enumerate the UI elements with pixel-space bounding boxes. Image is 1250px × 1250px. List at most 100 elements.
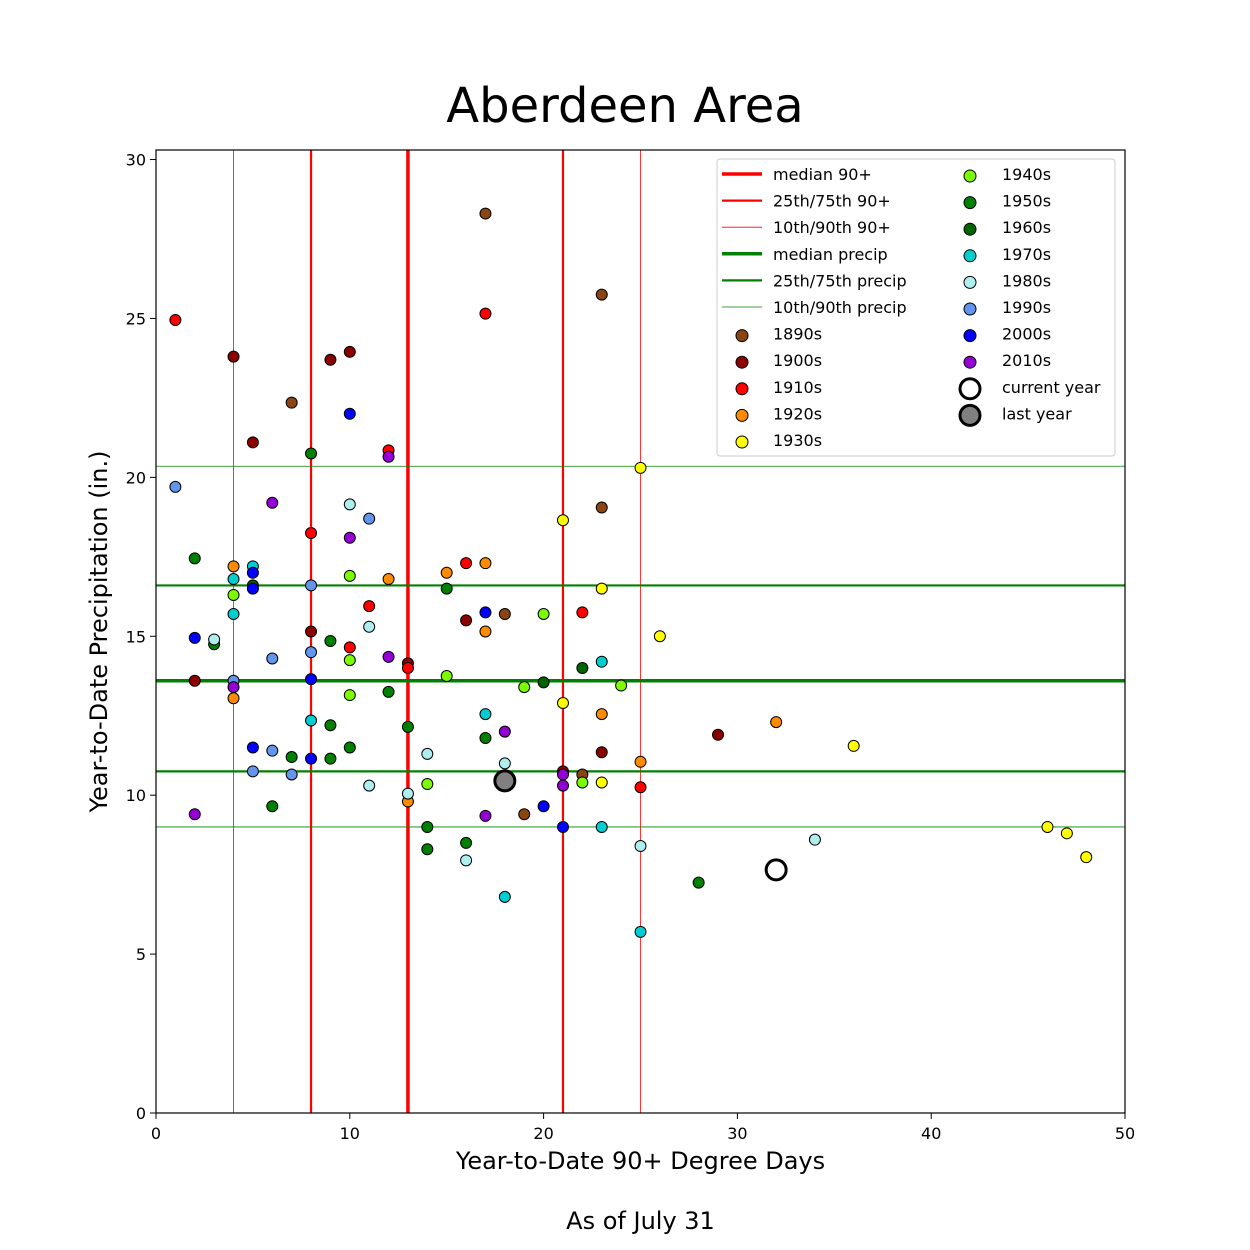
point-1970s: [595, 820, 608, 833]
point-2010s: [556, 779, 569, 792]
point-1990s: [246, 765, 259, 778]
legend-marker-1940s: [963, 169, 977, 183]
legend-label: 2010s: [1002, 351, 1051, 370]
point-1950s: [343, 741, 356, 754]
point-2010s: [498, 725, 511, 738]
point-1930s: [847, 739, 860, 752]
point-1940s: [576, 776, 589, 789]
point-1970s: [227, 573, 240, 586]
point-1950s: [324, 752, 337, 765]
x-tick-label: 20: [533, 1124, 553, 1143]
legend: median 90+ 25th/75th 90+ 10th/90th 90+ medi…: [716, 158, 1116, 457]
point-2010s: [382, 650, 395, 663]
point-1940s: [440, 669, 453, 682]
legend-marker-1910s: [735, 382, 749, 396]
point-1940s: [421, 778, 434, 791]
legend-marker-1980s: [963, 275, 977, 289]
point-1900s: [227, 350, 240, 363]
point-2000s: [246, 582, 259, 595]
point-1950s: [285, 751, 298, 764]
x-tick-label: 30: [727, 1124, 747, 1143]
point-1990s: [285, 768, 298, 781]
point-1990s: [266, 652, 279, 665]
point-2000s: [246, 566, 259, 579]
point-1920s: [479, 625, 492, 638]
point-1900s: [246, 436, 259, 449]
point-1920s: [479, 557, 492, 570]
point-last-year: [493, 769, 517, 793]
point-1990s: [169, 480, 182, 493]
point-1930s: [556, 697, 569, 710]
plot-frame: [155, 149, 1126, 1114]
point-1910s: [576, 606, 589, 619]
point-1970s: [227, 608, 240, 621]
point-1920s: [634, 755, 647, 768]
point-1920s: [440, 566, 453, 579]
y-axis: 0 5 10 15 20 25 30: [126, 151, 156, 1123]
point-1900s: [595, 746, 608, 759]
point-1920s: [595, 708, 608, 721]
x-tick-label: 40: [921, 1124, 941, 1143]
y-tick-label: 30: [126, 151, 146, 170]
point-1970s: [634, 925, 647, 938]
point-1940s: [537, 608, 550, 621]
x-axis: 0 10 20 30 40 50: [151, 1113, 1135, 1143]
point-1980s: [421, 747, 434, 760]
legend-label: current year: [1002, 378, 1101, 397]
legend-marker-1950s: [963, 196, 977, 210]
point-2010s: [556, 768, 569, 781]
point-2000s: [246, 741, 259, 754]
point-1950s: [382, 685, 395, 698]
legend-marker-current-year: [958, 377, 982, 401]
legend-label: 1910s: [773, 378, 822, 397]
legend-marker-2010s: [963, 355, 977, 369]
legend-label: 1920s: [773, 404, 822, 423]
point-1980s: [363, 620, 376, 633]
point-1980s: [363, 779, 376, 792]
point-1910s: [305, 526, 318, 539]
legend-label: 1980s: [1002, 271, 1051, 290]
legend-label: 1900s: [773, 351, 822, 370]
point-1910s: [634, 781, 647, 794]
x-tick-label: 0: [151, 1124, 161, 1143]
point-2000s: [305, 752, 318, 765]
point-2000s: [188, 631, 201, 644]
point-2000s: [556, 820, 569, 833]
point-1970s: [595, 655, 608, 668]
point-1910s: [460, 557, 473, 570]
point-1920s: [227, 692, 240, 705]
legend-label: 1950s: [1002, 192, 1051, 211]
point-1980s: [343, 498, 356, 511]
point-current-year: [764, 858, 788, 882]
point-1930s: [1060, 827, 1073, 840]
legend-marker-last-year: [958, 403, 982, 427]
point-2000s: [343, 407, 356, 420]
point-1910s: [479, 307, 492, 320]
point-1890s: [285, 396, 298, 409]
legend-label: last year: [1002, 404, 1072, 423]
legend-label: 1990s: [1002, 298, 1051, 317]
point-1980s: [208, 633, 221, 646]
point-1910s: [343, 641, 356, 654]
point-1950s: [188, 552, 201, 565]
point-1950s: [401, 720, 414, 733]
point-1930s: [595, 776, 608, 789]
x-axis-label: Year-to-Date 90+ Degree Days: [455, 1147, 825, 1175]
legend-marker-1920s: [735, 408, 749, 422]
point-2010s: [343, 531, 356, 544]
legend-label: 25th/75th precip: [773, 271, 907, 290]
point-1950s: [421, 843, 434, 856]
point-1980s: [498, 757, 511, 770]
point-1930s: [653, 630, 666, 643]
point-1990s: [266, 744, 279, 757]
point-1930s: [634, 461, 647, 474]
legend-label: 25th/75th 90+: [773, 192, 891, 211]
point-1990s: [363, 512, 376, 525]
point-1910s: [401, 662, 414, 675]
y-tick-label: 15: [126, 627, 146, 646]
point-1950s: [324, 719, 337, 732]
point-1950s: [460, 836, 473, 849]
legend-label: 1960s: [1002, 218, 1051, 237]
chart-footer: As of July 31: [566, 1207, 715, 1235]
point-1890s: [595, 501, 608, 514]
